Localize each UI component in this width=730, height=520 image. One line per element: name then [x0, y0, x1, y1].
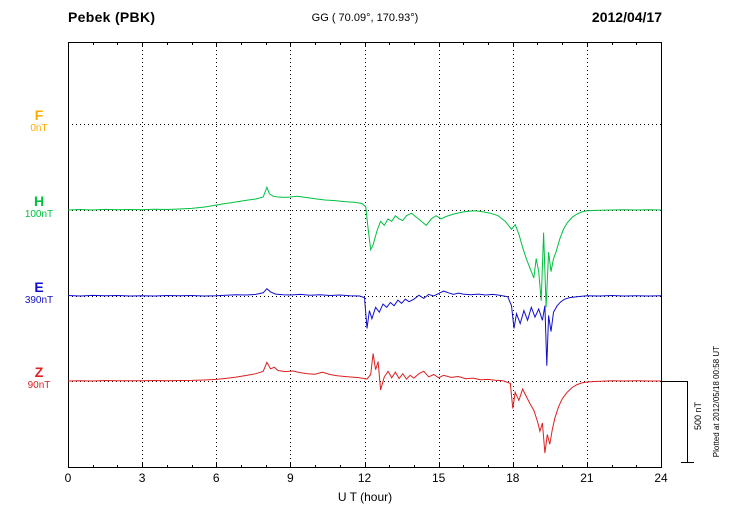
x-tick-label-6: 6 — [212, 471, 220, 485]
x-tick-label-24: 24 — [654, 471, 668, 485]
component-label-H: H 100nT — [12, 193, 66, 221]
component-letter-E: E — [34, 279, 44, 295]
plotted-timestamp: Plotted at 2012/05/18 00:58 UT — [712, 346, 721, 458]
plot-area — [68, 42, 662, 468]
component-letter-H: H — [33, 193, 45, 209]
plot-date: 2012/04/17 — [591, 9, 662, 25]
x-tick-label-9: 9 — [287, 471, 294, 485]
component-baseline-F: 0nT — [30, 123, 48, 135]
trace-Z — [68, 353, 661, 454]
component-label-F: F 0nT — [12, 107, 66, 135]
component-baseline-E: 390nT — [24, 295, 54, 307]
x-tick-label-21: 21 — [580, 471, 594, 485]
x-tick-label-18: 18 — [506, 471, 520, 485]
geographic-coordinates: GG ( 70.09°, 170.93°) — [311, 12, 419, 24]
component-baseline-Z: 90nT — [27, 380, 51, 392]
scale-bar — [662, 381, 694, 463]
station-name: Pebek (PBK) — [68, 9, 156, 25]
scale-bar-label: 500 nT — [693, 402, 703, 431]
x-axis-title: U T (hour) — [337, 490, 393, 504]
component-letter-F: F — [34, 107, 44, 123]
x-tick-label-3: 3 — [138, 471, 146, 485]
component-letter-Z: Z — [34, 364, 44, 380]
component-baseline-H: 100nT — [24, 209, 54, 221]
component-label-E: E 390nT — [12, 279, 66, 307]
x-tick-label-15: 15 — [431, 471, 446, 485]
x-tick-label-12: 12 — [357, 471, 372, 485]
trace-H — [68, 185, 662, 308]
x-tick-label-0: 0 — [64, 471, 72, 485]
trace-E — [68, 288, 662, 366]
component-label-Z: Z 90nT — [12, 364, 66, 392]
